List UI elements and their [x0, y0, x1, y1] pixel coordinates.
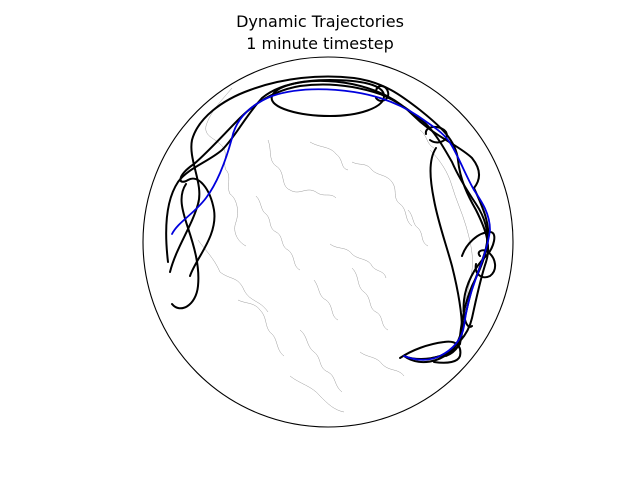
coastline-west-south	[197, 239, 269, 313]
trajectory-loop-top	[270, 79, 385, 117]
coastline-america-central	[299, 329, 343, 393]
trajectory-loop-south-east	[474, 249, 496, 279]
highlight-path	[171, 88, 491, 361]
coastline-arctic-island	[313, 279, 339, 321]
coastline-america-west	[237, 299, 285, 357]
ensemble-trajectories	[165, 75, 496, 364]
trajectory-1	[165, 79, 490, 364]
coastline-east-inner	[407, 209, 429, 247]
globe-outline	[142, 56, 514, 428]
trajectory-6	[461, 231, 496, 328]
map-title: Dynamic Trajectories	[236, 12, 404, 31]
coastline-inner-1	[267, 139, 337, 199]
coastline-west	[205, 87, 247, 247]
coastline-inner-2	[309, 141, 349, 171]
coastline-east	[429, 149, 473, 313]
coastlines	[197, 87, 473, 413]
trajectory-4-tail	[171, 183, 200, 310]
trajectory-2	[169, 75, 490, 360]
highlight-trajectory	[171, 88, 491, 361]
coastline-east-north	[419, 129, 435, 149]
coastline-america-east	[359, 351, 405, 377]
coastline-greenland-south	[351, 267, 389, 331]
trajectory-end-cluster	[399, 340, 462, 364]
coastline-inner-4	[255, 195, 301, 271]
map-subtitle: 1 minute timestep	[246, 34, 394, 53]
coastline-america-south	[289, 375, 345, 413]
coastline-greenland-north	[329, 243, 387, 279]
trajectory-loop-small	[375, 85, 390, 102]
coastline-inner-3	[351, 161, 413, 227]
trajectory-loop-east	[424, 126, 448, 144]
trajectory-5	[429, 147, 463, 357]
